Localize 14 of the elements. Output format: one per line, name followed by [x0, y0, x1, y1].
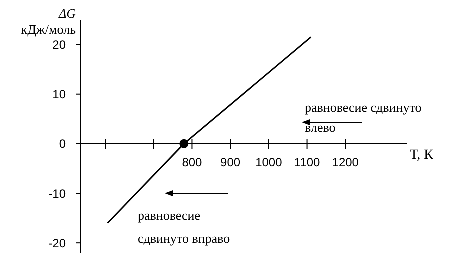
y-tick-label: -10: [48, 186, 66, 201]
x-tick-label: 1100: [294, 155, 321, 170]
x-tick-label: 800: [182, 155, 203, 170]
y-tick-label: 0: [59, 137, 66, 152]
x-tick-label: 1000: [256, 155, 283, 170]
y-tick-label: 20: [52, 38, 66, 52]
y-tick-label: -20: [48, 236, 66, 250]
x-tick-label: 900: [220, 155, 241, 170]
y-tick-label: 10: [52, 88, 66, 102]
annotation: равновесие сдвинуто влево: [305, 99, 423, 137]
annotation: равновесие сдвинуто вправо: [138, 207, 232, 248]
y-axis-title: ΔG кДж/моль: [20, 6, 76, 38]
x-tick-label: 1200: [332, 155, 360, 170]
x-axis-title: Т, К: [410, 148, 434, 164]
